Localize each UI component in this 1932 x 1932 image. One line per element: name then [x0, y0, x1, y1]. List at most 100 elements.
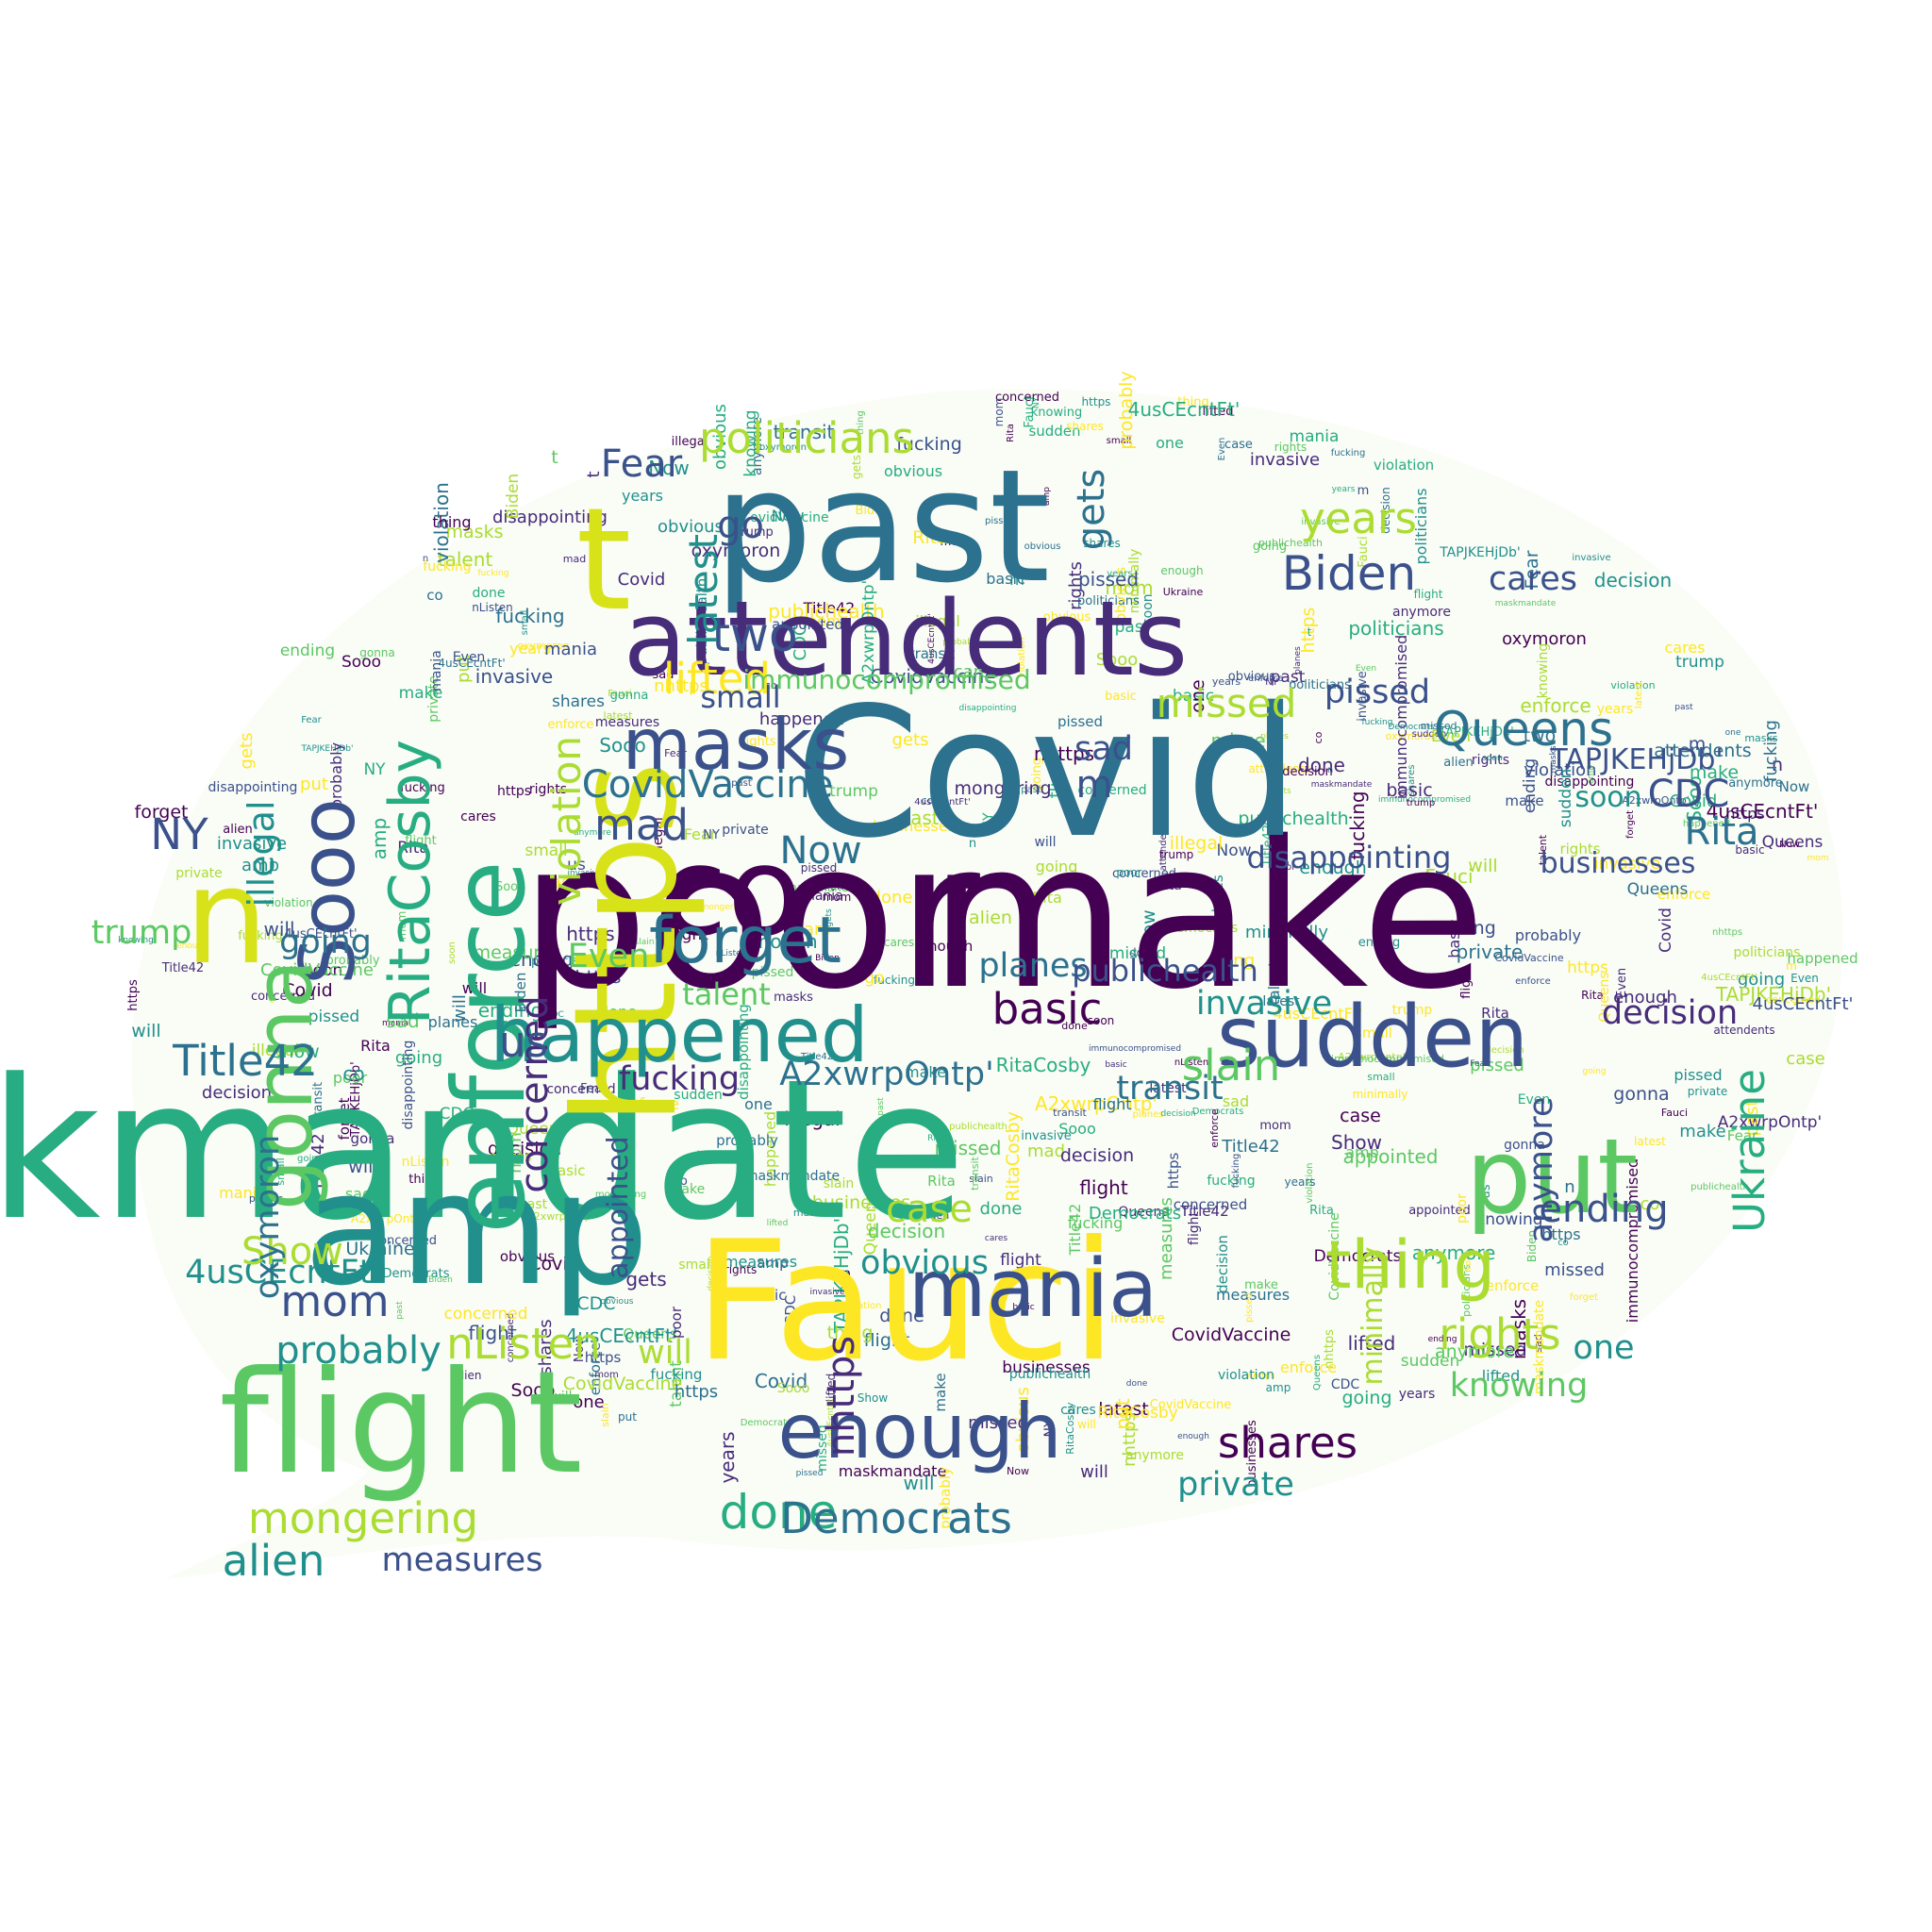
word-now: Now: [779, 829, 861, 873]
word-private: private: [1177, 1466, 1294, 1504]
filler-word: make: [905, 1063, 946, 1081]
filler-word: CDC: [545, 1010, 564, 1020]
filler-word: fucking: [1068, 1214, 1124, 1232]
filler-word: Rita: [1481, 1005, 1509, 1022]
word-talent: talent: [682, 976, 771, 1012]
word-will: will: [638, 1334, 692, 1372]
filler-word: https: [1298, 608, 1319, 654]
word-t: t: [576, 478, 632, 642]
filler-word: trump: [1392, 1003, 1433, 1018]
filler-word: concerned: [546, 1082, 615, 1097]
filler-word: latest: [604, 709, 634, 722]
filler-word: Sooo: [599, 734, 645, 757]
filler-word: Fear: [664, 747, 687, 759]
word-make: make: [929, 797, 1486, 1034]
filler-word: CovidVaccine: [563, 1374, 683, 1394]
filler-word: Covid: [528, 1254, 578, 1274]
filler-word: illegal: [672, 435, 708, 449]
filler-word: Rita: [397, 839, 429, 858]
word-thing: thing: [1325, 1226, 1495, 1304]
filler-word: Fauci: [1357, 536, 1371, 567]
filler-word: RitaCosby: [1064, 1402, 1076, 1455]
filler-word: Sooo: [1096, 650, 1138, 670]
filler-word: Sooo: [1683, 775, 1706, 822]
filler-word: decision: [1379, 487, 1392, 533]
filler-word: measures: [595, 715, 659, 730]
filler-word: nListen: [1174, 1058, 1208, 1068]
filler-word: basic: [1173, 687, 1214, 706]
filler-word: Democrats: [1314, 1247, 1402, 1266]
filler-word: fucking: [1231, 1154, 1241, 1189]
filler-word: violation: [1524, 760, 1596, 780]
filler-word: transit: [909, 645, 956, 662]
filler-word: gonna: [351, 1130, 395, 1147]
filler-word: Now: [1464, 1254, 1474, 1273]
filler-word: disappointing: [1545, 774, 1635, 790]
word-fear: Fear: [601, 442, 683, 486]
filler-word: nhttps: [1120, 1412, 1140, 1467]
filler-word: co: [1312, 731, 1324, 743]
word-probably: probably: [275, 1329, 441, 1373]
filler-word: politicians: [1412, 488, 1430, 564]
filler-word: maskmandate: [745, 1169, 840, 1184]
filler-word: private: [175, 866, 223, 881]
word-basic: basic: [992, 984, 1103, 1034]
filler-word: Biden: [512, 973, 529, 1013]
filler-word: enforce: [619, 1095, 679, 1114]
filler-word: going: [297, 1154, 324, 1164]
filler-word: t: [1307, 625, 1312, 639]
filler-word: invasive: [1110, 1311, 1165, 1326]
filler-word: Show: [271, 1041, 319, 1062]
filler-word: concerned: [443, 1305, 527, 1324]
word-mad: mad: [594, 800, 689, 850]
filler-word: concerned: [373, 1234, 437, 1248]
filler-word: immunocompromised: [1331, 1053, 1444, 1065]
filler-word: violation: [1218, 1368, 1274, 1383]
filler-word: basic: [1105, 1060, 1126, 1070]
filler-word: appointed: [1343, 1145, 1439, 1168]
filler-word: forget: [336, 1097, 353, 1140]
filler-word: put: [618, 1410, 637, 1424]
filler-word: Even: [1518, 1092, 1551, 1108]
filler-word: mania: [429, 650, 444, 691]
filler-word: done: [980, 1199, 1023, 1219]
filler-word: rights: [1274, 441, 1307, 454]
filler-word: mom: [594, 1370, 619, 1380]
filler-word: pissed: [985, 516, 1015, 526]
filler-word: latest: [1634, 1135, 1666, 1148]
filler-word: amp: [368, 818, 391, 859]
word-concerned: concerned: [513, 995, 557, 1193]
filler-word: years: [1107, 569, 1133, 579]
filler-word: Queens: [908, 1156, 952, 1169]
filler-word: soon: [1482, 754, 1502, 763]
word-disappointing: disappointing: [1247, 840, 1452, 875]
filler-word: will: [550, 1390, 572, 1405]
word-trump: trump: [92, 914, 192, 952]
word-m: m: [1076, 763, 1113, 807]
word-https: https: [544, 761, 708, 1125]
filler-word: Sooo: [777, 1381, 810, 1396]
filler-word: decision: [488, 1139, 561, 1159]
word-even: Even: [568, 938, 650, 975]
filler-word: 4usCEcntFt': [826, 1396, 836, 1446]
filler-word: knowing: [118, 936, 154, 945]
filler-word: Rita: [912, 527, 948, 548]
filler-word: invasive: [475, 665, 553, 688]
filler-word: masks: [1507, 1299, 1530, 1359]
filler-word: sad: [345, 1185, 372, 1203]
filler-word: make: [399, 684, 443, 703]
filler-word: https: [1165, 1153, 1182, 1190]
filler-word: businesses: [1245, 1420, 1259, 1488]
filler-word: planes: [1209, 874, 1226, 922]
filler-word: politicians: [1460, 1264, 1473, 1317]
filler-word: poor: [668, 1306, 685, 1339]
filler-word: gonna: [359, 646, 395, 659]
filler-word: Even: [453, 650, 486, 665]
filler-word: decision: [1594, 569, 1672, 591]
filler-word: flight: [1079, 1176, 1128, 1199]
filler-word: cares: [954, 662, 999, 682]
filler-word: knowing: [1475, 1210, 1542, 1229]
filler-word: pissed: [730, 1291, 758, 1300]
filler-word: make: [1690, 762, 1739, 783]
filler-word: RitaCosby: [996, 1054, 1091, 1076]
